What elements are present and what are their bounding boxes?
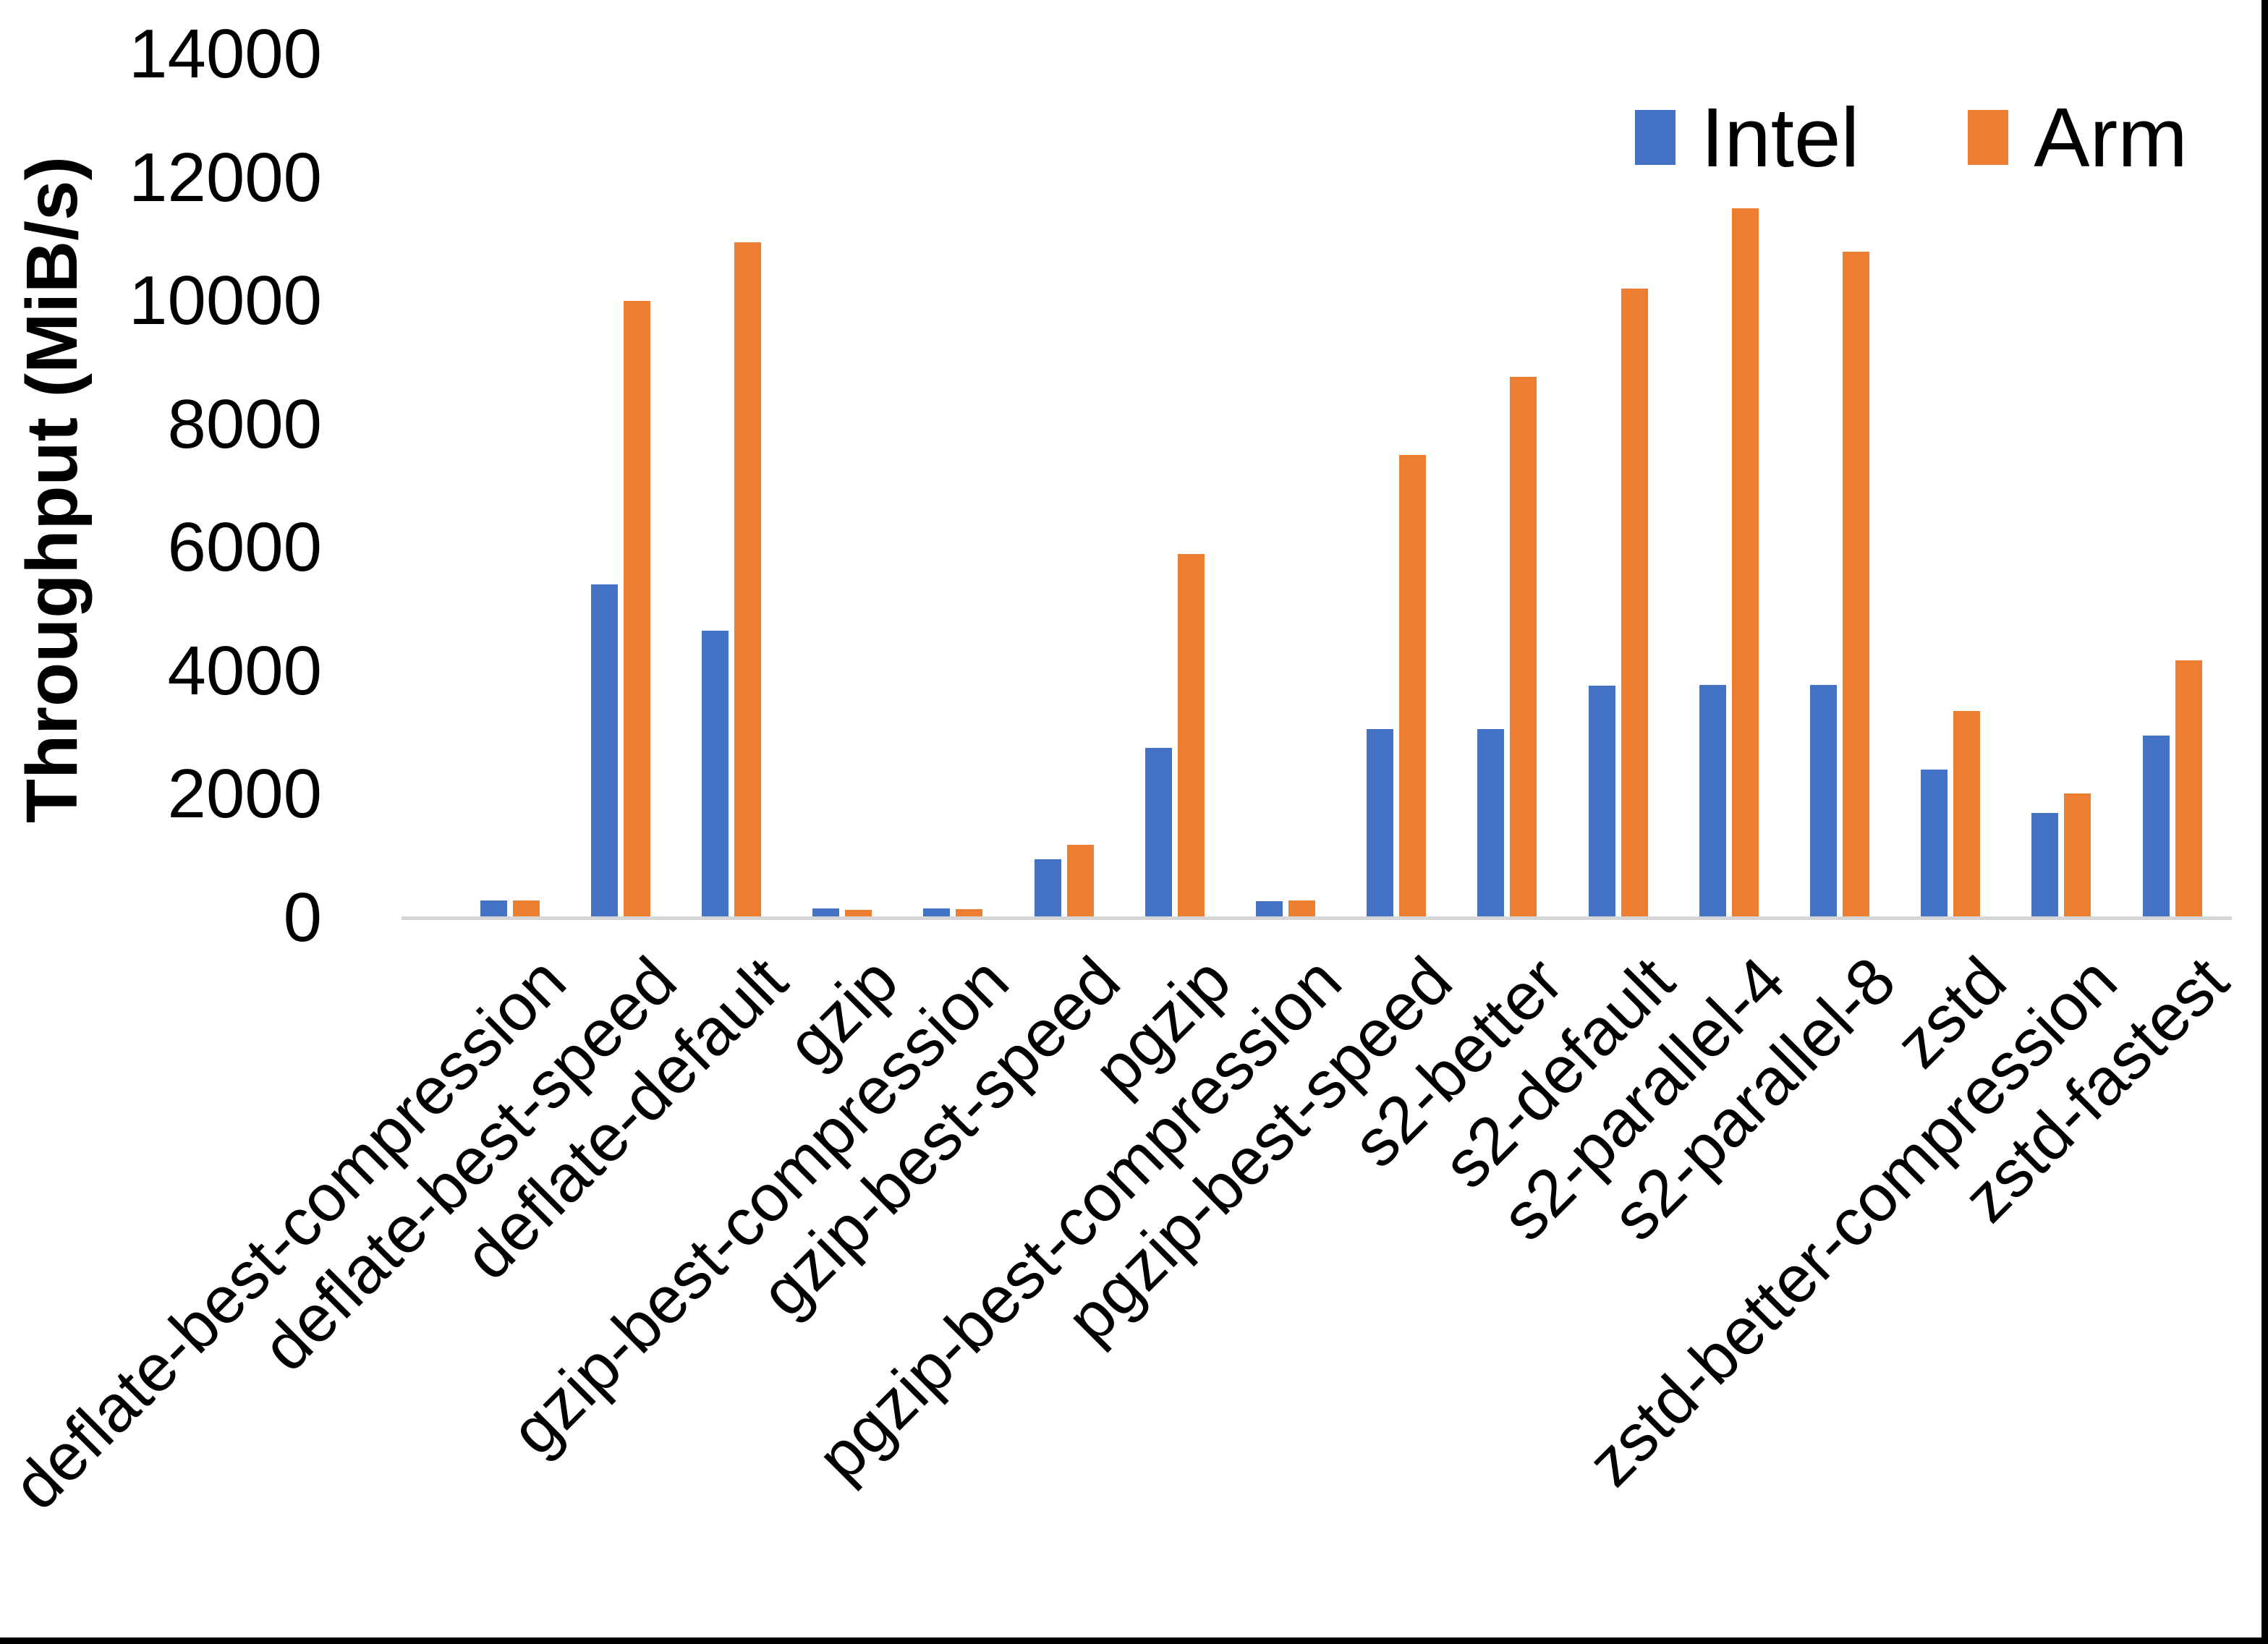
bar-intel-s2-parallel-8 bbox=[1810, 685, 1837, 918]
bar-intel-gzip-best-compression bbox=[923, 908, 950, 918]
bar-arm-pgzip bbox=[1178, 554, 1205, 918]
bar-intel-pgzip bbox=[1145, 748, 1172, 918]
bar-intel-zstd bbox=[1921, 770, 1948, 918]
bar-intel-gzip-best-speed bbox=[1035, 859, 1061, 918]
bar-arm-zstd-fastest bbox=[2175, 660, 2202, 918]
bar-intel-s2-better bbox=[1477, 729, 1504, 918]
bar-arm-deflate-default bbox=[734, 242, 761, 918]
bar-arm-deflate-best-compression bbox=[513, 900, 540, 918]
y-tick-label: 14000 bbox=[129, 15, 322, 93]
bar-intel-zstd-fastest bbox=[2143, 736, 2170, 918]
bar-arm-pgzip-best-compression bbox=[1288, 900, 1315, 918]
bar-intel-deflate-best-speed bbox=[591, 584, 618, 918]
bar-intel-s2-default bbox=[1589, 686, 1615, 918]
legend-item-arm: Arm bbox=[1968, 94, 2188, 181]
bar-arm-s2-default bbox=[1621, 289, 1648, 918]
legend-label-intel: Intel bbox=[1701, 90, 1860, 184]
y-tick-label: 6000 bbox=[167, 508, 322, 587]
y-tick-label: 12000 bbox=[129, 138, 322, 216]
bar-intel-pgzip-best-compression bbox=[1256, 901, 1283, 918]
x-axis-line bbox=[402, 916, 2232, 920]
legend-item-intel: Intel bbox=[1635, 94, 1859, 181]
y-tick-label: 10000 bbox=[129, 262, 322, 340]
bar-intel-zstd-better-compression bbox=[2031, 813, 2058, 918]
bar-arm-zstd-better-compression bbox=[2064, 793, 2091, 918]
y-tick-label: 2000 bbox=[167, 755, 322, 833]
bar-intel-pgzip-best-speed bbox=[1367, 729, 1393, 918]
bar-arm-gzip-best-speed bbox=[1067, 845, 1094, 918]
y-tick-label: 4000 bbox=[167, 631, 322, 710]
bar-arm-gzip-best-compression bbox=[956, 909, 982, 918]
right-border bbox=[2261, 0, 2268, 1644]
bar-arm-gzip bbox=[845, 910, 872, 918]
y-axis-title: Throughput (MiB/s) bbox=[12, 156, 93, 823]
bar-intel-deflate-default bbox=[702, 631, 729, 918]
bar-intel-s2-parallel-4 bbox=[1699, 685, 1726, 918]
legend: Intel Arm bbox=[1635, 94, 2188, 181]
bar-arm-deflate-best-speed bbox=[624, 301, 650, 918]
bar-arm-zstd bbox=[1953, 711, 1980, 918]
y-tick-label: 0 bbox=[283, 879, 322, 956]
bar-intel-deflate-best-compression bbox=[480, 900, 507, 918]
bar-arm-pgzip-best-speed bbox=[1399, 455, 1426, 918]
arm-swatch-icon bbox=[1968, 110, 2009, 165]
bar-arm-s2-better bbox=[1510, 377, 1537, 918]
bar-arm-s2-parallel-4 bbox=[1732, 208, 1759, 918]
intel-swatch-icon bbox=[1635, 110, 1675, 165]
bottom-border bbox=[0, 1637, 2268, 1644]
bar-arm-s2-parallel-8 bbox=[1843, 252, 1869, 918]
legend-label-arm: Arm bbox=[2034, 90, 2188, 184]
bar-intel-gzip bbox=[812, 908, 839, 918]
y-tick-label: 8000 bbox=[167, 385, 322, 463]
